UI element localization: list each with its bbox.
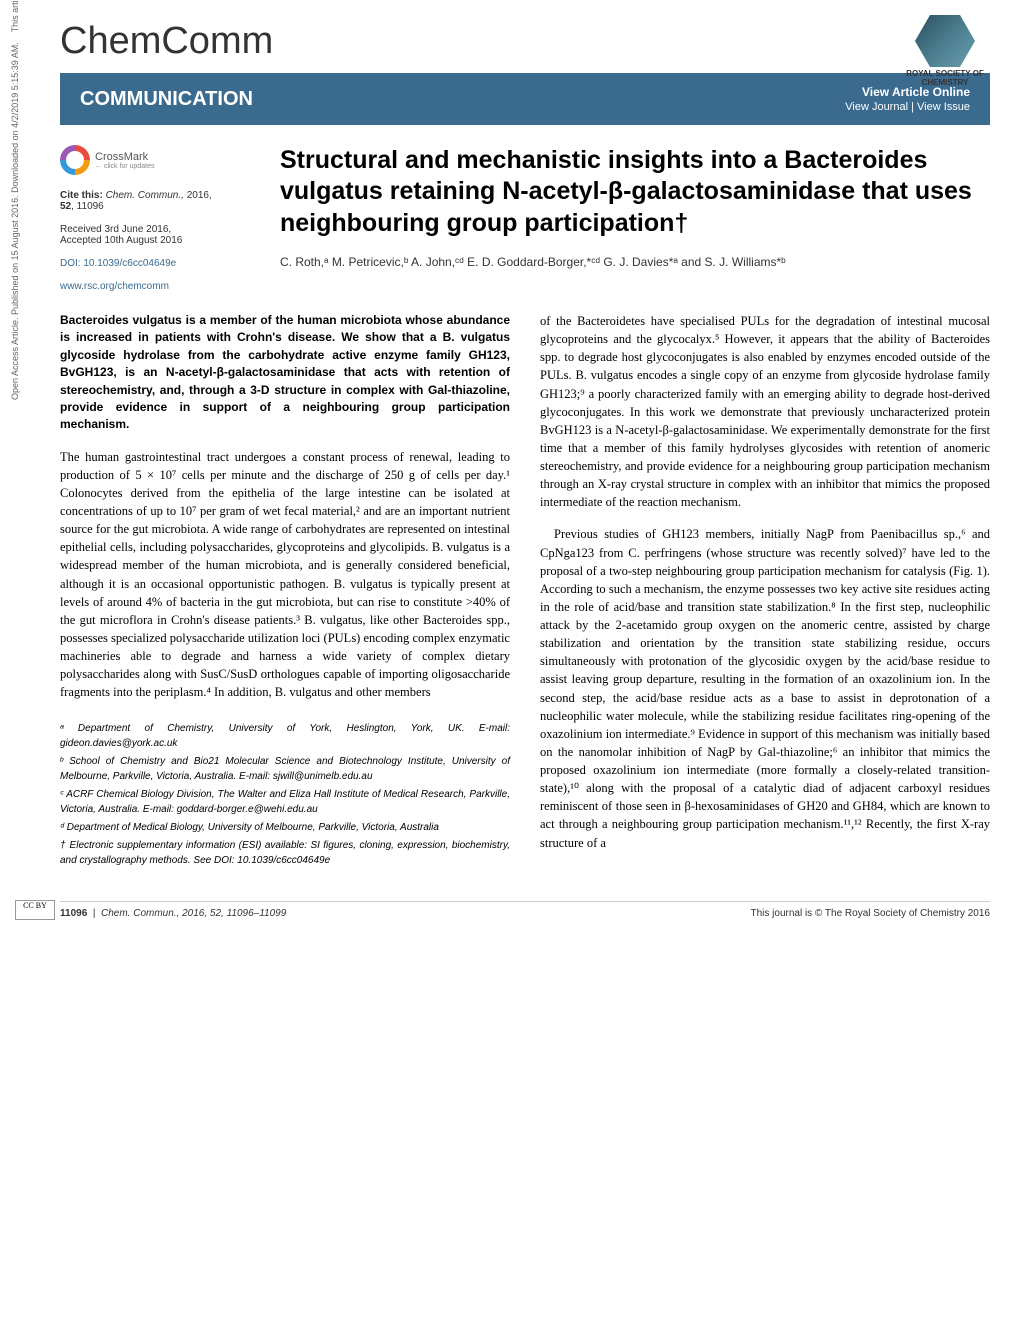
citation-info: Cite this: Chem. Commun., 2016, 52, 1109… bbox=[60, 190, 260, 212]
title-block: Structural and mechanistic insights into… bbox=[280, 145, 990, 292]
affiliation-c: ᶜ ACRF Chemical Biology Division, The Wa… bbox=[60, 787, 510, 817]
cite-label: Cite this: bbox=[60, 190, 103, 201]
footer-journal-citation: Chem. Commun., 2016, 52, 11096–11099 bbox=[101, 908, 286, 919]
article-dates: Received 3rd June 2016, Accepted 10th Au… bbox=[60, 224, 260, 246]
accepted-date: Accepted 10th August 2016 bbox=[60, 235, 260, 246]
rsc-logo: ROYAL SOCIETY OF CHEMISTRY bbox=[900, 15, 990, 85]
page-number: 11096 bbox=[60, 908, 87, 919]
footer-copyright: This journal is © The Royal Society of C… bbox=[750, 908, 990, 919]
right-column: of the Bacteroidetes have specialised PU… bbox=[540, 312, 990, 871]
crossmark-widget[interactable]: CrossMark ← click for updates bbox=[60, 145, 260, 175]
esi-note: † Electronic supplementary information (… bbox=[60, 838, 510, 868]
crossmark-label: CrossMark bbox=[95, 151, 155, 163]
rsc-hexagon-icon bbox=[915, 15, 975, 67]
body-columns: Bacteroides vulgatus is a member of the … bbox=[60, 312, 990, 871]
article-meta: CrossMark ← click for updates Cite this:… bbox=[60, 145, 260, 292]
article-title: Structural and mechanistic insights into… bbox=[280, 145, 990, 239]
abstract: Bacteroides vulgatus is a member of the … bbox=[60, 312, 510, 434]
cite-volume: 52 bbox=[60, 201, 71, 212]
rsc-text: ROYAL SOCIETY OF CHEMISTRY bbox=[900, 69, 990, 87]
footer-citation: 11096 | Chem. Commun., 2016, 52, 11096–1… bbox=[60, 908, 286, 919]
affiliation-a: ᵃ Department of Chemistry, University of… bbox=[60, 721, 510, 751]
body-col2-p2: Previous studies of GH123 members, initi… bbox=[540, 525, 990, 851]
license-text: This article is licensed under a Creativ… bbox=[10, 0, 20, 32]
affiliations: ᵃ Department of Chemistry, University of… bbox=[60, 721, 510, 868]
left-column: Bacteroides vulgatus is a member of the … bbox=[60, 312, 510, 871]
cite-source: Chem. Commun., bbox=[106, 190, 184, 201]
cite-year: 2016, bbox=[187, 190, 212, 201]
doi-link[interactable]: DOI: 10.1039/c6cc04649e bbox=[60, 258, 260, 269]
sidebar-access-info: Open Access Article. Published on 15 Aug… bbox=[10, 0, 20, 400]
received-date: Received 3rd June 2016, bbox=[60, 224, 260, 235]
view-journal-link[interactable]: View Journal | View Issue bbox=[845, 101, 970, 113]
affiliation-d: ᵈ Department of Medical Biology, Univers… bbox=[60, 820, 510, 835]
crossmark-icon bbox=[60, 145, 90, 175]
page-footer: 11096 | Chem. Commun., 2016, 52, 11096–1… bbox=[60, 901, 990, 919]
section-banner: COMMUNICATION View Article Online View J… bbox=[60, 73, 990, 125]
affiliation-b: ᵇ School of Chemistry and Bio21 Molecula… bbox=[60, 754, 510, 784]
cc-by-badge: CC BY bbox=[15, 900, 55, 920]
cite-page: , 11096 bbox=[71, 201, 104, 212]
journal-url[interactable]: www.rsc.org/chemcomm bbox=[60, 281, 260, 292]
body-col2-p1: of the Bacteroidetes have specialised PU… bbox=[540, 312, 990, 511]
view-article-link[interactable]: View Article Online bbox=[845, 85, 970, 99]
header: ROYAL SOCIETY OF CHEMISTRY ChemComm bbox=[60, 0, 990, 73]
banner-links: View Article Online View Journal | View … bbox=[845, 85, 970, 113]
authors: C. Roth,ᵃ M. Petricevic,ᵇ A. John,ᶜᵈ E. … bbox=[280, 253, 990, 271]
article-header: CrossMark ← click for updates Cite this:… bbox=[60, 145, 990, 292]
access-text: Open Access Article. Published on 15 Aug… bbox=[10, 42, 20, 400]
crossmark-sublabel: ← click for updates bbox=[95, 163, 155, 170]
journal-title: ChemComm bbox=[60, 20, 990, 73]
page-content: ROYAL SOCIETY OF CHEMISTRY ChemComm COMM… bbox=[60, 0, 1020, 919]
section-label: COMMUNICATION bbox=[80, 88, 253, 111]
body-col1-p1: The human gastrointestinal tract undergo… bbox=[60, 448, 510, 702]
